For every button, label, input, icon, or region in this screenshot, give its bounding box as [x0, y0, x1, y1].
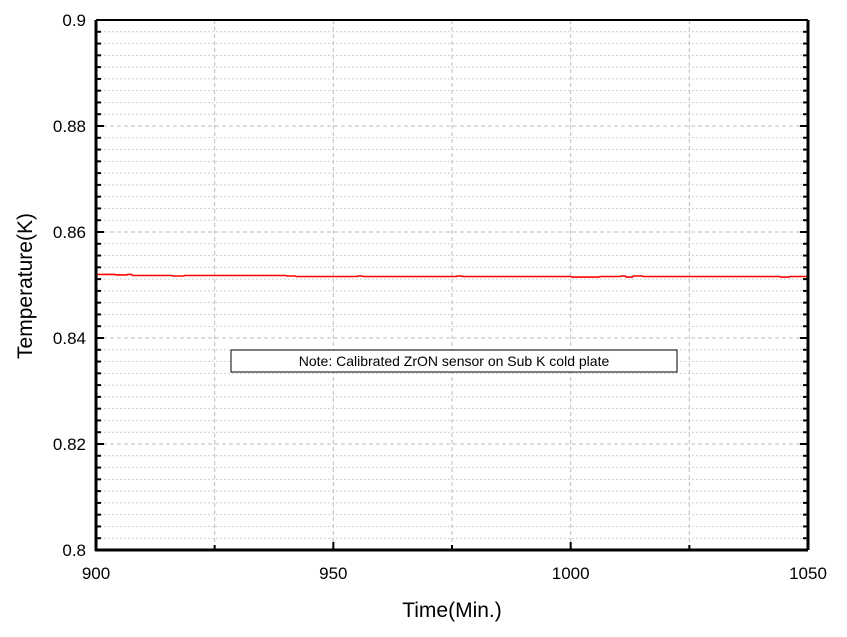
- annotation-box: [230, 349, 678, 373]
- annotation-text: Note: Calibrated ZrON sensor on Sub K co…: [299, 353, 610, 369]
- x-tick-label: 1050: [789, 564, 827, 583]
- y-tick-label: 0.86: [53, 223, 86, 242]
- y-tick-label: 0.8: [62, 541, 86, 560]
- tick-labels: 900 950 1000 1050 0.8 0.82 0.84 0.86 0.88 0.9: [53, 11, 827, 583]
- x-tick-label: 900: [82, 564, 110, 583]
- x-tick-label: 1000: [552, 564, 590, 583]
- series-layer: [96, 273, 808, 278]
- y-tick-label: 0.88: [53, 117, 86, 136]
- x-axis-title: Time(Min.): [402, 599, 502, 622]
- y-tick-label: 0.9: [62, 11, 86, 30]
- axes: [94, 19, 810, 552]
- y-axis-title: Temperature(K): [14, 213, 37, 359]
- y-tick-label: 0.82: [53, 435, 86, 454]
- grid: [96, 20, 808, 550]
- y-tick-label: 0.84: [53, 329, 86, 348]
- temperature-series-line: [96, 273, 808, 278]
- x-tick-label: 950: [319, 564, 347, 583]
